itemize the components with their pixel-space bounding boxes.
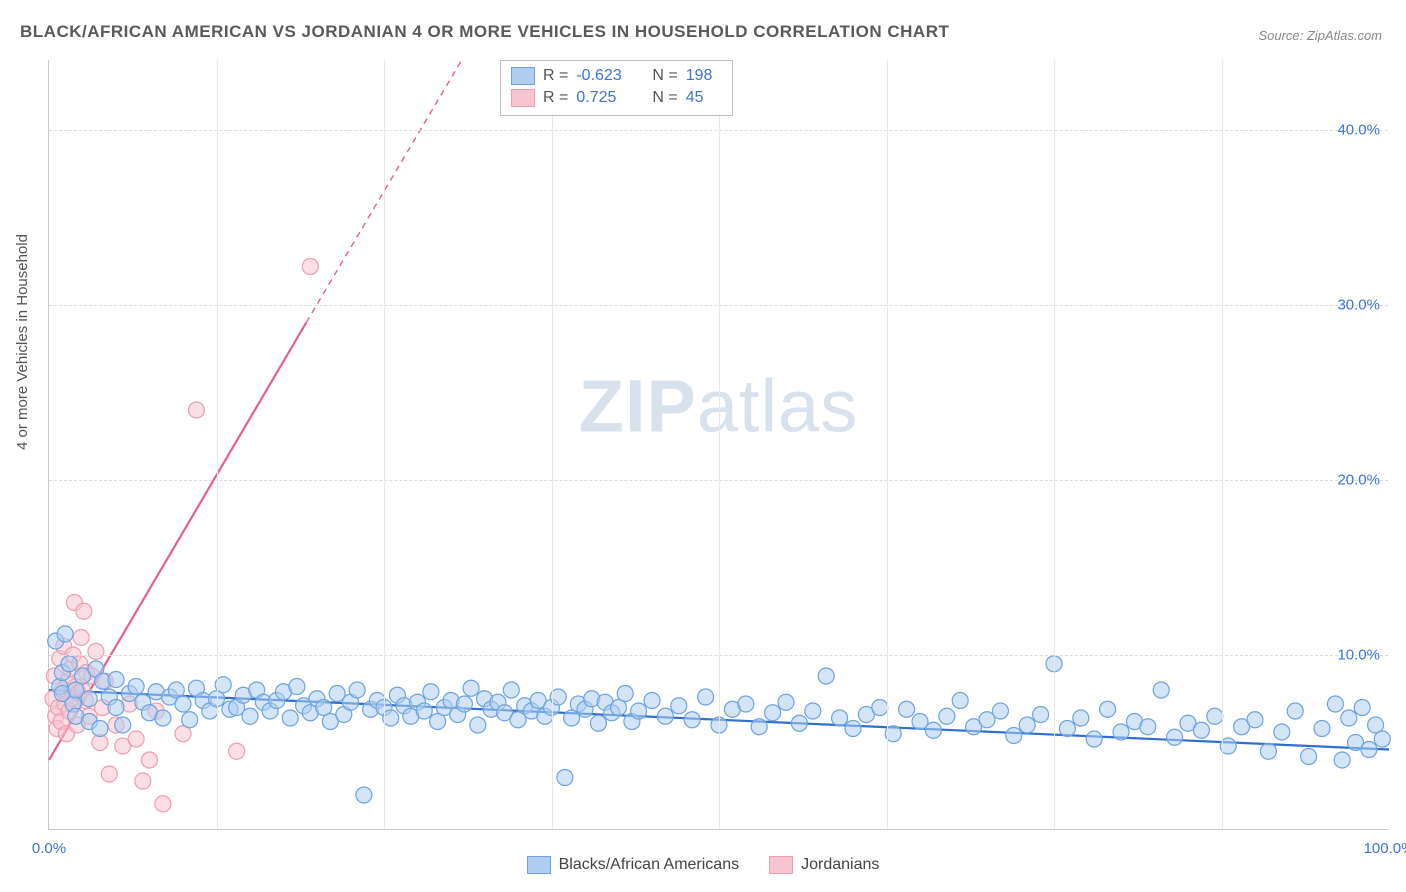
x-tick-label: 100.0%: [1364, 840, 1406, 857]
legend-corr-row: R = 0.725 N = 45: [511, 87, 722, 109]
legend-item-label: Jordanians: [801, 856, 879, 874]
legend-item: Blacks/African Americans: [527, 856, 740, 874]
y-tick-label: 40.0%: [1337, 122, 1380, 139]
y-axis-label: 4 or more Vehicles in Household: [14, 234, 31, 450]
correlation-legend: R = -0.623 N = 198 R = 0.725 N = 45: [500, 60, 733, 116]
chart-title: BLACK/AFRICAN AMERICAN VS JORDANIAN 4 OR…: [20, 22, 949, 42]
legend-n-label: N =: [652, 67, 677, 85]
legend-corr-row: R = -0.623 N = 198: [511, 65, 722, 87]
legend-r-label: R =: [543, 89, 568, 107]
legend-n-value: 198: [686, 67, 722, 85]
legend-swatch: [527, 856, 551, 874]
x-tick-label: 0.0%: [32, 840, 66, 857]
legend-item: Jordanians: [769, 856, 879, 874]
grid-line-vertical: [384, 60, 385, 829]
plot-area: ZIPatlas 10.0%20.0%30.0%40.0%0.0%100.0%: [48, 60, 1388, 830]
legend-swatch: [511, 89, 535, 107]
source-attribution: Source: ZipAtlas.com: [1258, 28, 1382, 43]
legend-r-value: 0.725: [576, 89, 636, 107]
grid-line-vertical: [1054, 60, 1055, 829]
y-tick-label: 10.0%: [1337, 647, 1380, 664]
y-tick-label: 30.0%: [1337, 297, 1380, 314]
legend-swatch: [511, 67, 535, 85]
legend-swatch: [769, 856, 793, 874]
grid-line-vertical: [552, 60, 553, 829]
legend-n-value: 45: [686, 89, 722, 107]
legend-item-label: Blacks/African Americans: [559, 856, 740, 874]
grid-line-vertical: [719, 60, 720, 829]
legend-n-label: N =: [652, 89, 677, 107]
y-tick-label: 20.0%: [1337, 472, 1380, 489]
grid-line-vertical: [1222, 60, 1223, 829]
grid-line-vertical: [887, 60, 888, 829]
series-legend: Blacks/African Americans Jordanians: [0, 856, 1406, 874]
legend-r-value: -0.623: [576, 67, 636, 85]
legend-r-label: R =: [543, 67, 568, 85]
grid-line-vertical: [217, 60, 218, 829]
